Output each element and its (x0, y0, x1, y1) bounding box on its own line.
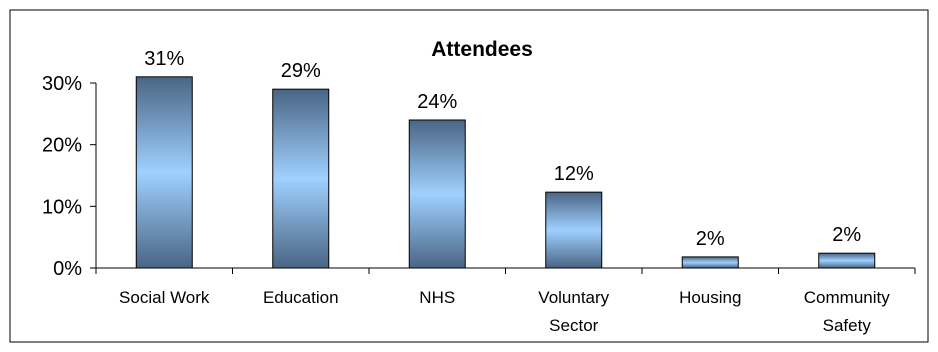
category-label: Sector (549, 316, 598, 335)
bar (681, 256, 739, 269)
labels: 31% Social Work 29% Education 24% NHS 12% Volun… (119, 48, 890, 335)
category-label: Social Work (119, 288, 210, 307)
bars (135, 76, 876, 269)
data-label: 2% (832, 224, 861, 246)
data-label: 31% (144, 48, 184, 70)
chart-title: Attendees (431, 38, 533, 61)
y-tick-label: 0% (53, 258, 82, 280)
data-label: 2% (696, 228, 725, 250)
axes: 0% 10% 20% 30% (42, 73, 916, 280)
bar (545, 191, 603, 269)
data-label: 12% (554, 163, 594, 185)
category-label: NHS (419, 288, 455, 307)
category-label: Education (263, 288, 339, 307)
y-tick-label: 10% (42, 196, 82, 218)
bar (272, 88, 330, 269)
category-label: Safety (823, 316, 872, 335)
data-label: 24% (417, 91, 457, 113)
y-tick-label: 30% (42, 73, 82, 95)
y-tick-label: 20% (42, 135, 82, 157)
bar (408, 119, 466, 269)
category-label: Housing (679, 288, 741, 307)
bar (135, 76, 193, 269)
category-label: Voluntary (538, 288, 609, 307)
bar (818, 252, 876, 269)
category-label: Community (804, 288, 890, 307)
data-label: 29% (281, 60, 321, 82)
